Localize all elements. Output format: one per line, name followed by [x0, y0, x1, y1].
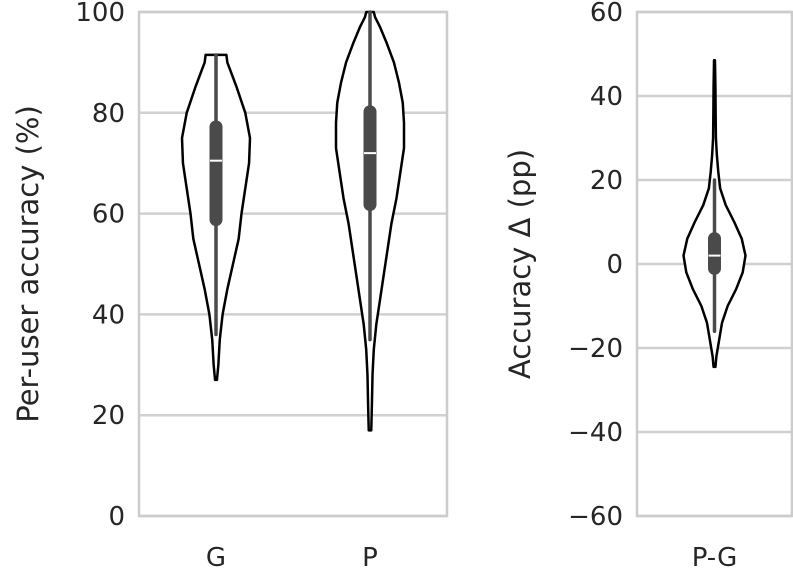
delta-violins [682, 59, 747, 369]
y-tick-label: 40 [92, 300, 125, 330]
accuracy-plot-frame [137, 10, 449, 518]
y-tick-label: 20 [92, 401, 125, 431]
x-tick-label: P [362, 543, 378, 573]
y-tick-label: −20 [568, 334, 623, 364]
accuracy-y-ticks: 0 20 40 60 80 100 [75, 0, 125, 532]
x-tick-label: P-G [692, 543, 738, 573]
delta-x-ticks: P-G [692, 543, 738, 573]
y-tick-label: 60 [92, 200, 125, 230]
y-tick-label: 60 [590, 0, 623, 28]
y-tick-label: 20 [590, 166, 623, 196]
y-tick-label: 0 [606, 250, 623, 280]
delta-y-axis-title: Accuracy Δ (pp) [503, 149, 537, 379]
x-tick-label: G [206, 543, 226, 573]
y-tick-label: 40 [590, 82, 623, 112]
y-tick-label: −40 [568, 418, 623, 448]
delta-plot-frame [635, 10, 793, 518]
accuracy-y-axis-title: Per-user accuracy (%) [11, 105, 45, 423]
y-tick-label: 80 [92, 99, 125, 129]
y-tick-label: 100 [75, 0, 125, 28]
delta-panel: −60 −40 −20 0 20 40 60 P-G Accuracy Δ (pp) [503, 0, 793, 573]
accuracy-violins [180, 10, 406, 432]
delta-y-ticks: −60 −40 −20 0 20 40 60 [568, 0, 623, 532]
y-tick-label: 0 [108, 502, 125, 532]
y-tick-label: −60 [568, 502, 623, 532]
